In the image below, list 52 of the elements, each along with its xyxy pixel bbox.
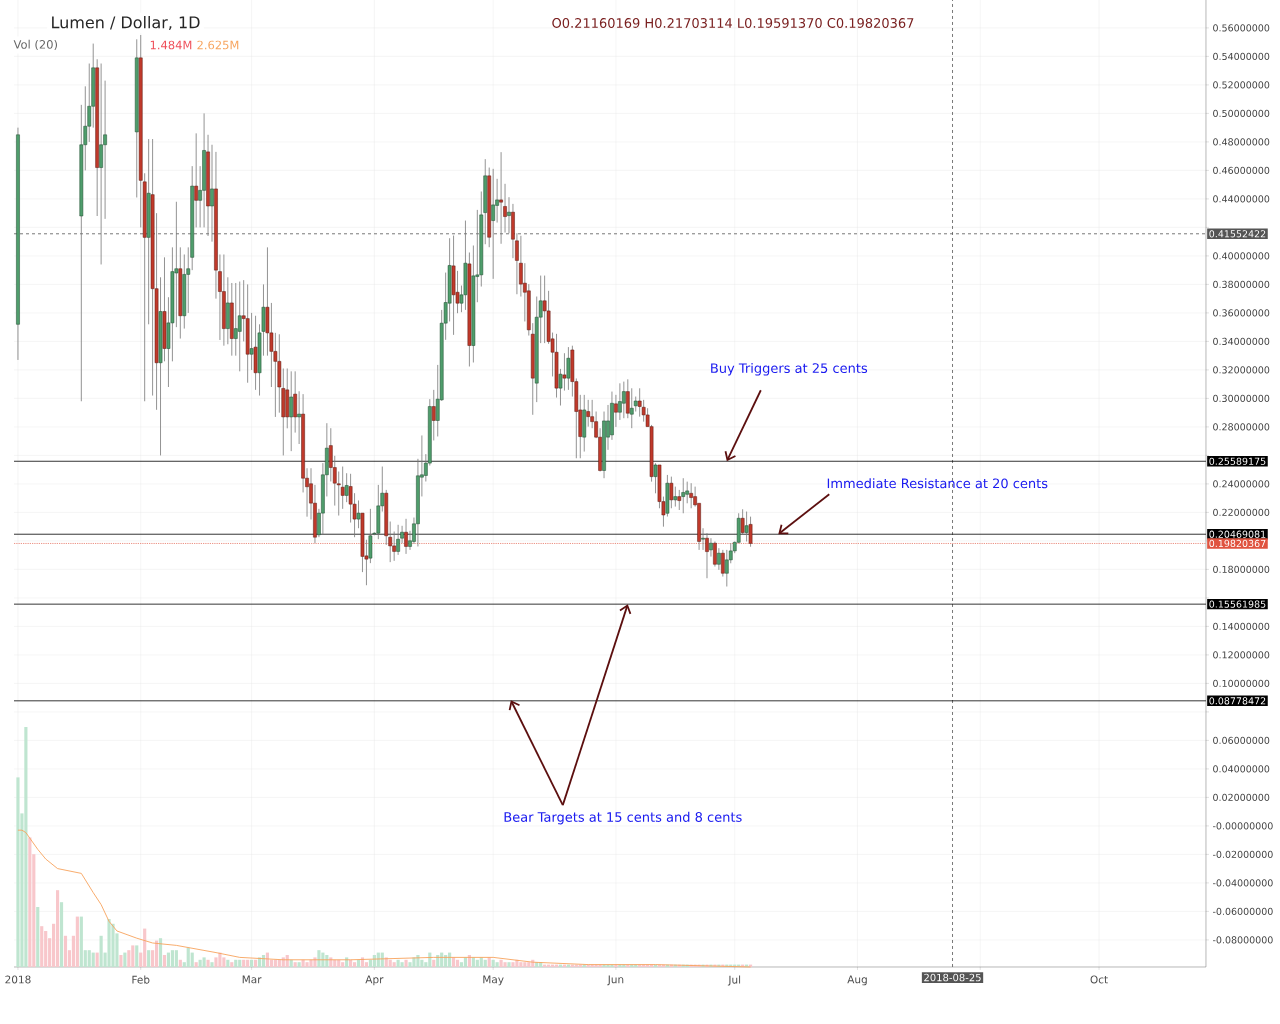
y-tick-label: 0.12000000 [1213, 651, 1270, 659]
y-tick-label: 0.14000000 [1213, 622, 1270, 631]
y-tick-label: 0.44000000 [1213, 195, 1270, 203]
y-tick-label: 0.04000000 [1213, 765, 1270, 773]
y-tick-label: 0.36000000 [1213, 309, 1270, 317]
y-tick-label: 0.18000000 [1213, 565, 1270, 574]
ref-line-label: 0.20469081 [1209, 530, 1266, 538]
ref-line-label: 0.25589175 [1209, 457, 1266, 465]
y-tick-label: 0.30000000 [1213, 394, 1270, 403]
y-tick-label: 0.24000000 [1213, 480, 1270, 488]
y-tick-label: 0.34000000 [1213, 337, 1270, 346]
annotation: O0.21160169 H0.21703114 L0.19591370 C0.19820367 [552, 18, 914, 28]
y-tick-label: 0.54000000 [1213, 52, 1270, 61]
ref-line-label: 2018-08-25 [924, 973, 981, 982]
x-tick-label: Jun [607, 975, 624, 986]
x-tick-label: Apr [365, 975, 384, 986]
x-tick-label: Feb [132, 975, 150, 984]
y-tick-label: 0.22000000 [1213, 508, 1270, 517]
annotation: 2.625M [197, 40, 239, 50]
y-tick-label: 0.02000000 [1213, 793, 1270, 802]
annotation: Immediate Resistance at 20 cents [827, 478, 1048, 489]
y-tick-label: 0.28000000 [1213, 423, 1270, 431]
x-tick-label: Aug [847, 975, 867, 986]
x-tick-label: Oct [1090, 975, 1108, 984]
ref-line-label: 0.19820367 [1209, 539, 1266, 548]
y-tick-label: -0.04000000 [1212, 879, 1273, 887]
y-tick-label: 0.06000000 [1213, 736, 1270, 745]
annotation: 1.484M [150, 40, 192, 50]
y-tick-label: 0.52000000 [1213, 81, 1270, 89]
ref-line-label: 0.41552422 [1209, 230, 1266, 238]
y-tick-label: -0.02000000 [1212, 850, 1273, 859]
x-tick-label: Jul [727, 975, 741, 986]
y-tick-label: 0.32000000 [1213, 366, 1270, 374]
y-tick-label: 0.46000000 [1213, 166, 1270, 174]
y-tick-label: -0.00000000 [1212, 822, 1273, 830]
x-tick-label: Mar [242, 975, 262, 984]
chart-title: Vol (20) [13, 39, 58, 51]
y-tick-label: 0.10000000 [1213, 679, 1270, 688]
y-tick-label: 0.38000000 [1213, 280, 1270, 289]
x-tick-label: May [483, 975, 504, 986]
y-tick-label: -0.08000000 [1212, 936, 1273, 944]
annotation: Bear Targets at 15 cents and 8 cents [504, 811, 742, 825]
y-tick-label: 0.40000000 [1213, 252, 1270, 260]
y-tick-label: 0.50000000 [1213, 109, 1270, 117]
y-tick-label: 0.56000000 [1213, 24, 1270, 32]
text: Lumen / Dollar, 1D [52, 15, 200, 30]
y-tick-label: -0.06000000 [1212, 907, 1273, 916]
x-tick-label: 2018 [5, 975, 31, 984]
ref-line-label: 0.08778472 [1209, 697, 1266, 705]
y-tick-label: 0.48000000 [1213, 138, 1270, 146]
annotation: Buy Triggers at 25 cents [711, 362, 868, 376]
ref-line-label: 0.15561985 [1209, 600, 1266, 608]
